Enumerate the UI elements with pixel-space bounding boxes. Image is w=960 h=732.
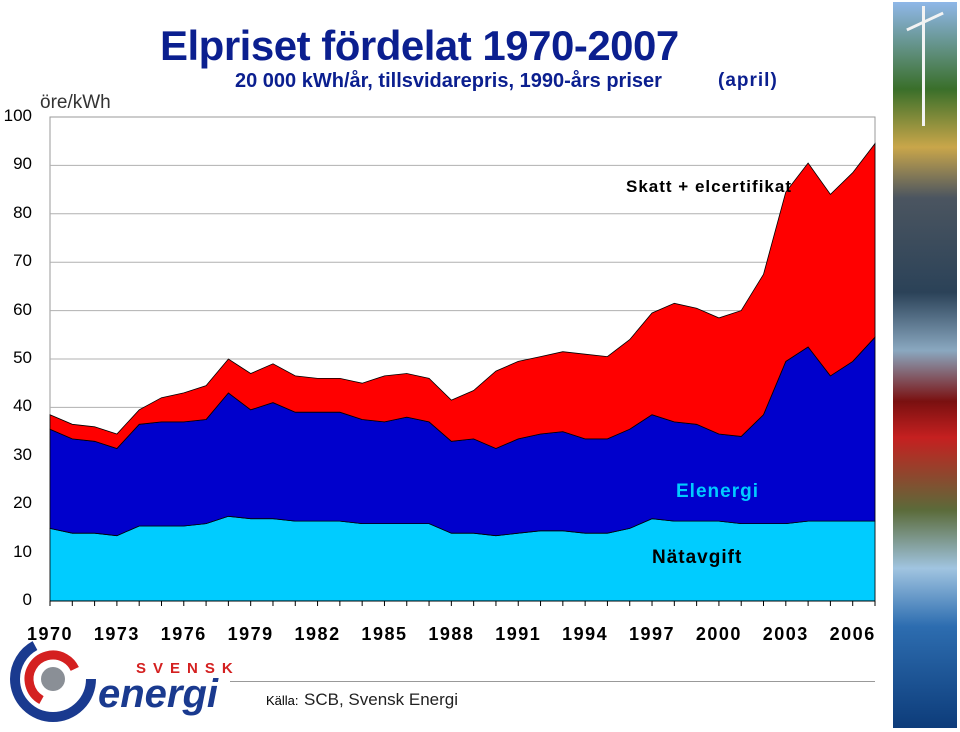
x-tick-label: 1970 — [26, 624, 74, 644]
logo-word-energi: energi — [98, 672, 219, 716]
annotation-skatt: Skatt + elcertifikat — [626, 177, 792, 196]
x-tick-label: 2006 — [829, 624, 876, 644]
x-tick-label: 1997 — [628, 624, 676, 644]
area-layer — [49, 142, 876, 602]
decorative-photo-strip — [893, 2, 957, 728]
x-tick-label: 1982 — [294, 624, 341, 644]
y-tick-label: 70 — [13, 251, 32, 271]
axis-layer — [49, 600, 876, 606]
x-tick-label: 1991 — [495, 624, 542, 644]
x-tick-label: 1973 — [93, 624, 140, 644]
y-axis-unit: öre/kWh — [40, 92, 111, 113]
x-tick-label: 1994 — [562, 624, 609, 644]
series-skatt-area — [49, 142, 876, 449]
y-tick-label: 100 — [3, 106, 32, 125]
y-tick-label: 40 — [13, 396, 32, 416]
source-label: Källa: — [266, 693, 299, 708]
x-tick-label: 2000 — [695, 624, 742, 644]
wind-turbine-icon — [922, 6, 925, 126]
chart-subtitle: 20 000 kWh/år, tillsvidarepris, 1990-års… — [235, 70, 662, 92]
y-tick-label: 90 — [13, 154, 32, 174]
y-tick-label: 30 — [13, 444, 32, 464]
logo-word-svensk: SVENSK — [136, 660, 240, 677]
y-tick-label: 50 — [13, 348, 32, 367]
x-tick-label: 1976 — [160, 624, 207, 644]
chart-subtitle-note: (april) — [718, 70, 778, 91]
footer-divider — [230, 681, 875, 682]
y-tick-label: 20 — [13, 493, 32, 513]
y-tick-label: 0 — [22, 590, 32, 609]
y-tick-label: 80 — [13, 202, 32, 222]
y-tick-label: 60 — [13, 299, 32, 319]
chart-title: Elpriset fördelat 1970-2007 — [160, 22, 679, 69]
x-tick-label: 1988 — [428, 624, 475, 644]
y-tick-label: 10 — [13, 541, 32, 561]
x-tick-label: 1979 — [227, 624, 274, 644]
annotation-natavgift: Nätavgift — [652, 547, 743, 568]
annotation-elenergi: Elenergi — [676, 481, 759, 502]
source-text: SCB, Svensk Energi — [304, 690, 459, 709]
x-tick-label: 2003 — [762, 624, 809, 644]
svensk-energi-logo-icon — [8, 634, 98, 724]
x-tick-label: 1985 — [361, 624, 408, 644]
